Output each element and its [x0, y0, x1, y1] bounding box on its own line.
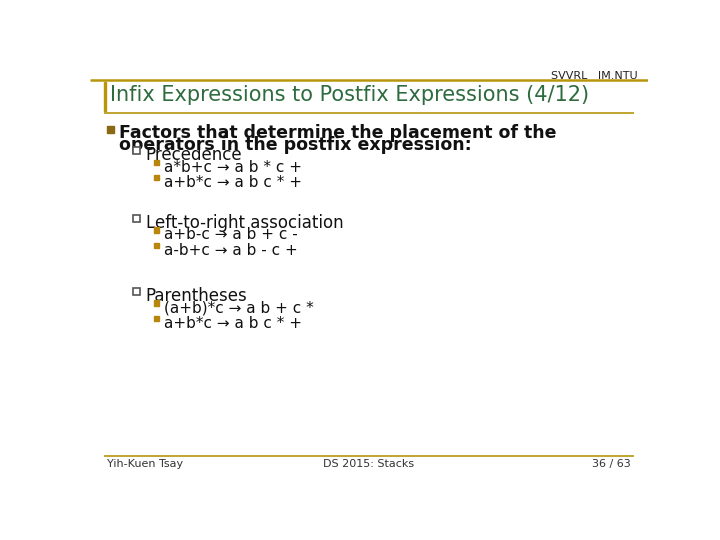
Text: (a+b)*c → a b + c *: (a+b)*c → a b + c * [164, 300, 314, 315]
Text: a+b-c → a b + c -: a+b-c → a b + c - [164, 227, 298, 242]
Text: 36 / 63: 36 / 63 [593, 459, 631, 469]
Bar [153, 175, 159, 180]
Text: SVVRL   IM.NTU: SVVRL IM.NTU [551, 71, 637, 81]
Text: Parentheses: Parentheses [145, 287, 248, 305]
Text: Infix Expressions to Postfix Expressions (4/12): Infix Expressions to Postfix Expressions… [110, 85, 589, 105]
Text: a+b*c → a b c * +: a+b*c → a b c * + [164, 316, 302, 331]
Text: DS 2015: Stacks: DS 2015: Stacks [323, 459, 415, 469]
Bar [104, 82, 107, 111]
Bar [153, 227, 159, 233]
Bar [107, 126, 114, 133]
Bar [153, 242, 159, 248]
Bar [153, 159, 159, 165]
Text: a*b+c → a b * c +: a*b+c → a b * c + [164, 159, 302, 174]
FancyBboxPatch shape [133, 288, 140, 295]
Text: Left-to-right association: Left-to-right association [145, 214, 343, 232]
Text: Precedence: Precedence [145, 146, 243, 164]
Text: a+b*c → a b c * +: a+b*c → a b c * + [164, 175, 302, 190]
Text: a-b+c → a b - c +: a-b+c → a b - c + [164, 242, 298, 258]
Bar [153, 316, 159, 321]
Text: operators in the postfix expression:: operators in the postfix expression: [120, 137, 472, 154]
Bar [153, 300, 159, 306]
Text: Yih-Kuen Tsay: Yih-Kuen Tsay [107, 459, 183, 469]
FancyBboxPatch shape [133, 215, 140, 222]
FancyBboxPatch shape [133, 147, 140, 154]
Text: Factors that determine the placement of the: Factors that determine the placement of … [120, 124, 557, 142]
